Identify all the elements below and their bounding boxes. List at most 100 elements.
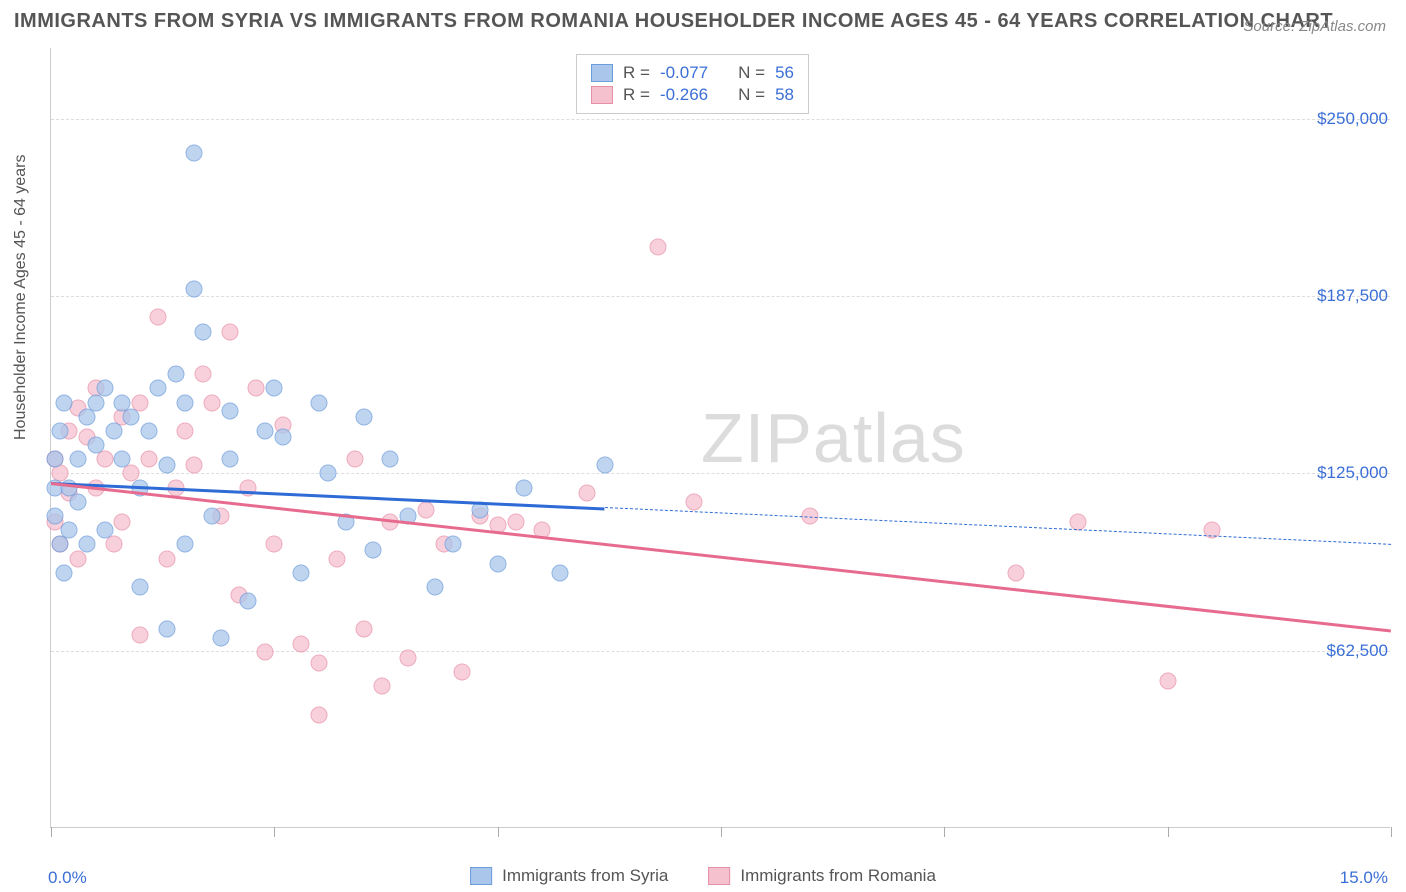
scatter-point-romania [355,621,372,638]
scatter-point-romania [346,451,363,468]
bottom-legend: Immigrants from Syria Immigrants from Ro… [470,866,936,886]
y-tick-label: $187,500 [1317,286,1388,306]
x-tick-min: 0.0% [48,868,87,888]
scatter-point-syria [78,536,95,553]
stats-row-romania: R =-0.266N =58 [591,85,794,105]
trend-line [605,507,1391,545]
scatter-point-syria [257,422,274,439]
watermark: ZIPatlas [701,398,966,478]
legend-item-romania: Immigrants from Romania [708,866,936,886]
stats-r-label: R = [623,63,650,83]
scatter-point-syria [177,394,194,411]
scatter-point-syria [132,578,149,595]
gridline-horizontal [51,473,1390,474]
scatter-point-syria [96,380,113,397]
scatter-point-romania [185,456,202,473]
chart-title: IMMIGRANTS FROM SYRIA VS IMMIGRANTS FROM… [14,10,1333,33]
scatter-point-syria [364,542,381,559]
scatter-point-romania [328,550,345,567]
stats-swatch-syria [591,64,613,82]
y-tick-label: $62,500 [1327,641,1388,661]
stats-r-value: -0.266 [660,85,708,105]
scatter-point-syria [596,456,613,473]
x-tick [498,827,499,837]
stats-n-value: 56 [775,63,794,83]
scatter-point-romania [96,451,113,468]
scatter-point-syria [382,451,399,468]
gridline-horizontal [51,296,1390,297]
watermark-bold: ZIP [701,399,813,477]
legend-label-syria: Immigrants from Syria [502,866,668,886]
scatter-point-syria [51,422,68,439]
scatter-point-syria [203,508,220,525]
stats-n-label: N = [738,85,765,105]
scatter-point-syria [319,465,336,482]
scatter-point-romania [1159,672,1176,689]
scatter-point-romania [1007,564,1024,581]
watermark-light: atlas [813,399,966,477]
scatter-point-syria [47,451,64,468]
stats-row-syria: R = -0.077 N = 56 [591,63,794,83]
scatter-point-romania [1070,513,1087,530]
plot-area: ZIPatlas R = -0.077 N = 56R = -0.266 N = 58 [50,48,1390,828]
y-axis-label: Householder Income Ages 45 - 64 years [12,155,30,441]
scatter-point-syria [56,394,73,411]
scatter-point-syria [105,422,122,439]
scatter-point-syria [56,564,73,581]
scatter-point-romania [266,536,283,553]
scatter-point-syria [212,629,229,646]
scatter-point-syria [445,536,462,553]
stats-swatch-romania [591,86,613,104]
scatter-point-syria [311,394,328,411]
source-label: Source: [1243,18,1295,35]
stats-n-value: 58 [775,85,794,105]
stats-legend: R = -0.077 N = 56R = -0.266 N = 58 [576,54,809,114]
scatter-point-syria [293,564,310,581]
scatter-point-syria [96,522,113,539]
scatter-point-romania [507,513,524,530]
scatter-point-romania [248,380,265,397]
scatter-point-syria [141,422,158,439]
scatter-point-syria [177,536,194,553]
scatter-point-romania [686,493,703,510]
stats-n-label: N = [738,63,765,83]
scatter-point-romania [311,706,328,723]
scatter-point-romania [418,502,435,519]
scatter-point-romania [177,422,194,439]
scatter-point-syria [516,479,533,496]
x-tick-max: 15.0% [1340,868,1388,888]
source-attribution: Source: ZipAtlas.com [1243,18,1386,35]
scatter-point-syria [69,451,86,468]
scatter-point-syria [114,451,131,468]
scatter-point-romania [203,394,220,411]
x-tick [1168,827,1169,837]
y-tick-label: $250,000 [1317,109,1388,129]
scatter-point-syria [221,403,238,420]
scatter-point-syria [87,437,104,454]
scatter-point-syria [150,380,167,397]
scatter-point-syria [60,522,77,539]
scatter-point-syria [194,323,211,340]
scatter-point-syria [185,281,202,298]
scatter-point-romania [194,366,211,383]
scatter-point-romania [579,485,596,502]
legend-label-romania: Immigrants from Romania [740,866,936,886]
scatter-point-romania [293,635,310,652]
x-tick [274,827,275,837]
trend-line [51,482,1391,632]
scatter-point-syria [69,493,86,510]
stats-r-value: -0.077 [660,63,708,83]
scatter-point-syria [239,593,256,610]
legend-swatch-romania [708,867,730,885]
scatter-point-syria [168,366,185,383]
scatter-point-syria [185,144,202,161]
scatter-point-romania [105,536,122,553]
scatter-point-syria [159,621,176,638]
scatter-point-syria [266,380,283,397]
legend-swatch-syria [470,867,492,885]
scatter-point-romania [311,655,328,672]
scatter-point-romania [159,550,176,567]
x-tick [944,827,945,837]
x-tick [1391,827,1392,837]
scatter-point-syria [47,508,64,525]
